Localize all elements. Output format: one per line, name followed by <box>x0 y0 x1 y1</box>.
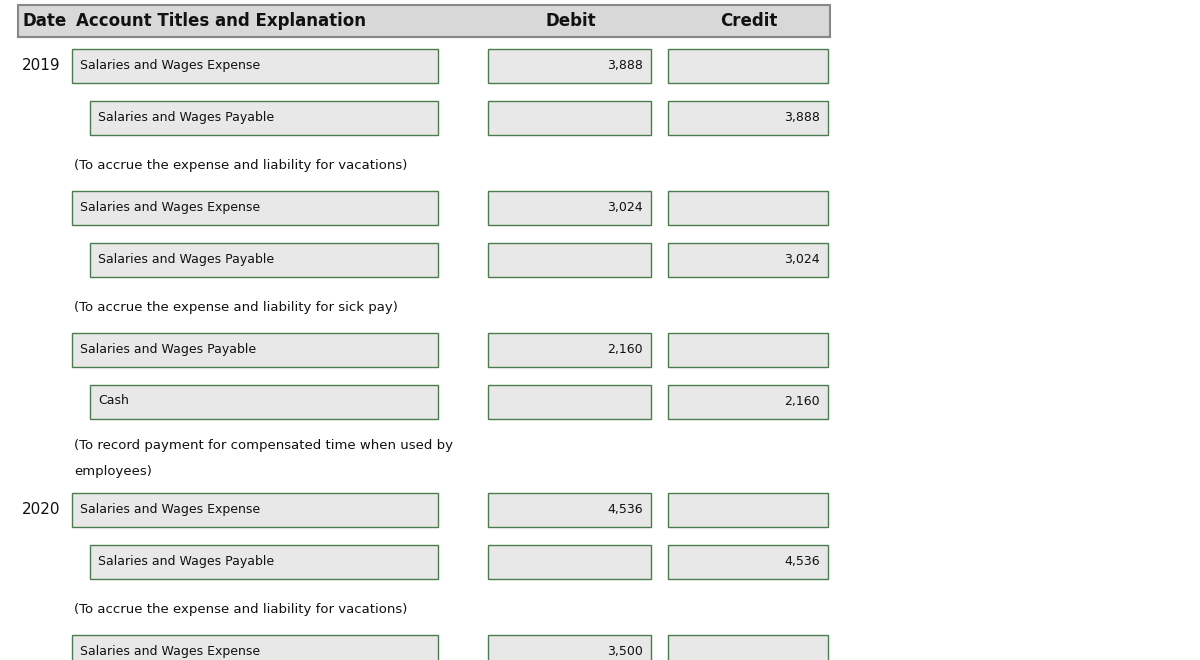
Text: 2019: 2019 <box>22 57 61 73</box>
Text: (To accrue the expense and liability for vacations): (To accrue the expense and liability for… <box>74 160 407 172</box>
Text: 4,536: 4,536 <box>607 502 643 515</box>
Text: Date: Date <box>22 12 66 30</box>
Bar <box>488 385 650 419</box>
Bar <box>668 333 828 367</box>
Bar <box>488 635 650 660</box>
Text: 2,160: 2,160 <box>607 343 643 356</box>
Bar <box>488 191 650 225</box>
Bar <box>488 493 650 527</box>
Bar <box>668 545 828 579</box>
Bar <box>488 545 650 579</box>
Text: 3,500: 3,500 <box>607 645 643 657</box>
Text: (To accrue the expense and liability for sick pay): (To accrue the expense and liability for… <box>74 302 398 315</box>
Bar <box>72 493 438 527</box>
Text: Salaries and Wages Expense: Salaries and Wages Expense <box>80 645 260 657</box>
Text: Salaries and Wages Payable: Salaries and Wages Payable <box>80 343 256 356</box>
Text: Salaries and Wages Payable: Salaries and Wages Payable <box>98 554 274 568</box>
Text: Salaries and Wages Payable: Salaries and Wages Payable <box>98 110 274 123</box>
Bar <box>668 385 828 419</box>
Bar <box>668 493 828 527</box>
Text: Credit: Credit <box>720 12 778 30</box>
Text: Cash: Cash <box>98 395 128 407</box>
Bar <box>668 191 828 225</box>
Text: 4,536: 4,536 <box>785 554 820 568</box>
Bar <box>72 635 438 660</box>
Bar <box>488 243 650 277</box>
Text: Salaries and Wages Expense: Salaries and Wages Expense <box>80 201 260 213</box>
Text: 2020: 2020 <box>22 502 60 517</box>
Bar <box>90 385 438 419</box>
Bar <box>18 5 830 37</box>
Bar <box>668 101 828 135</box>
Bar <box>72 191 438 225</box>
Text: Salaries and Wages Expense: Salaries and Wages Expense <box>80 502 260 515</box>
Text: Salaries and Wages Payable: Salaries and Wages Payable <box>98 253 274 265</box>
Bar <box>488 101 650 135</box>
Bar <box>668 243 828 277</box>
Text: (To accrue the expense and liability for vacations): (To accrue the expense and liability for… <box>74 603 407 616</box>
Bar <box>668 635 828 660</box>
Bar <box>72 49 438 83</box>
Text: (To record payment for compensated time when used by: (To record payment for compensated time … <box>74 440 454 453</box>
Text: 3,888: 3,888 <box>784 110 820 123</box>
Text: 2,160: 2,160 <box>785 395 820 407</box>
Bar <box>488 49 650 83</box>
Bar <box>668 49 828 83</box>
Text: Salaries and Wages Expense: Salaries and Wages Expense <box>80 59 260 71</box>
Bar <box>90 243 438 277</box>
Bar <box>90 545 438 579</box>
Text: 3,024: 3,024 <box>785 253 820 265</box>
Text: Account Titles and Explanation: Account Titles and Explanation <box>76 12 366 30</box>
Bar <box>72 333 438 367</box>
Text: Debit: Debit <box>545 12 596 30</box>
Text: 3,024: 3,024 <box>607 201 643 213</box>
Bar <box>90 101 438 135</box>
Text: employees): employees) <box>74 465 152 478</box>
Text: 3,888: 3,888 <box>607 59 643 71</box>
Bar <box>488 333 650 367</box>
